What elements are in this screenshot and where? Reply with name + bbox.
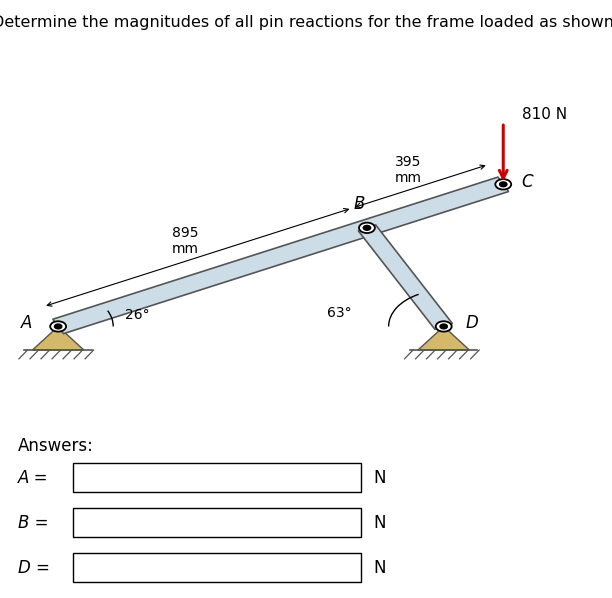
Circle shape (364, 225, 371, 230)
Circle shape (436, 321, 452, 332)
Text: 895
mm: 895 mm (172, 226, 200, 256)
Text: A: A (21, 314, 32, 332)
Text: Answers:: Answers: (18, 437, 94, 454)
Text: D: D (465, 314, 478, 332)
Circle shape (499, 182, 507, 187)
Text: D =: D = (18, 559, 50, 576)
Polygon shape (53, 177, 509, 334)
Text: B =: B = (18, 514, 49, 532)
Polygon shape (32, 327, 84, 350)
Circle shape (495, 179, 511, 190)
Bar (73, 508, 361, 537)
Text: 395
mm: 395 mm (395, 155, 422, 185)
Bar (73, 463, 361, 492)
Text: 810 N: 810 N (521, 106, 567, 122)
Polygon shape (418, 327, 469, 350)
Text: Determine the magnitudes of all pin reactions for the frame loaded as shown.: Determine the magnitudes of all pin reac… (0, 15, 612, 30)
Bar (73, 553, 361, 582)
Text: N: N (373, 469, 386, 487)
Text: A =: A = (18, 469, 49, 487)
Circle shape (359, 222, 375, 233)
Text: C: C (521, 173, 533, 191)
Text: N: N (373, 559, 386, 576)
Circle shape (440, 324, 447, 329)
Text: 26°: 26° (125, 307, 150, 322)
Text: 63°: 63° (327, 306, 352, 321)
Text: N: N (373, 514, 386, 532)
Polygon shape (358, 225, 452, 329)
Text: B: B (354, 194, 365, 213)
Circle shape (54, 324, 62, 329)
Circle shape (50, 321, 66, 332)
